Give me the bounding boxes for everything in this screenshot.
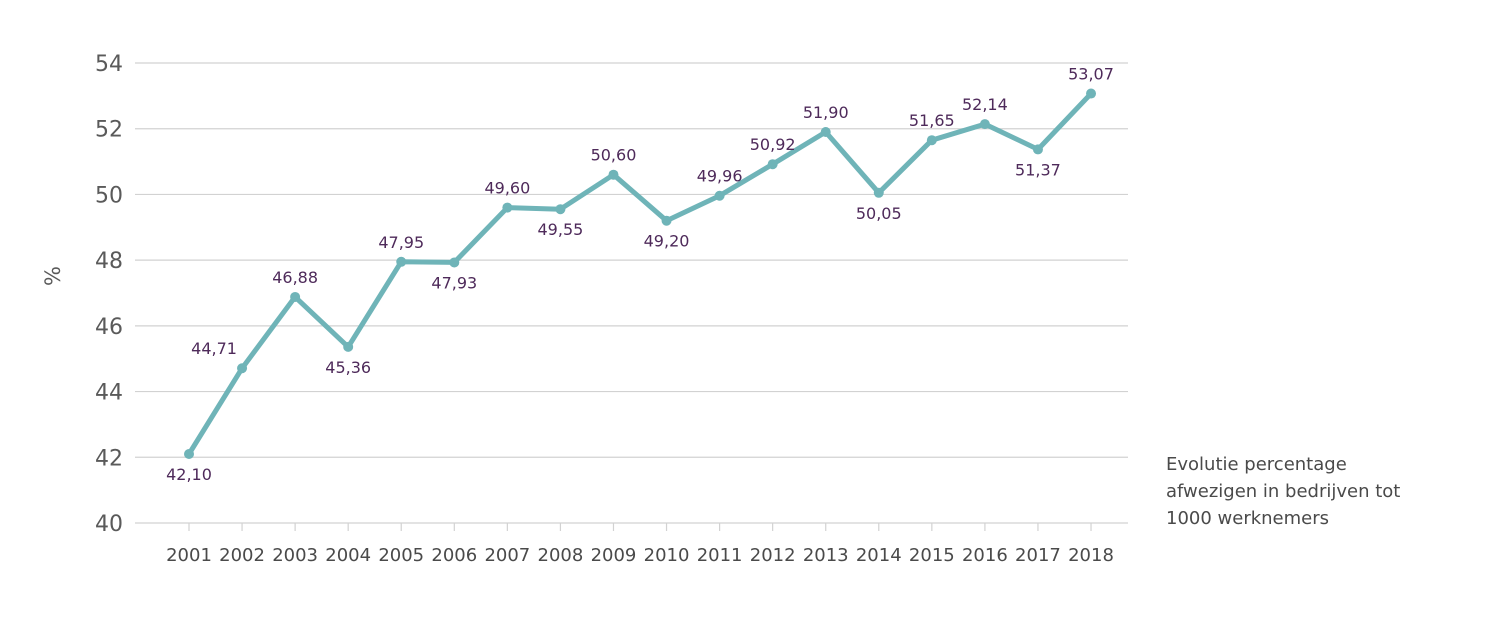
y-tick-label: 52 <box>95 118 123 143</box>
data-point <box>767 159 778 170</box>
x-tick-label: 2017 <box>1015 545 1061 566</box>
y-axis-label: % <box>41 266 65 286</box>
data-label: 46,88 <box>272 268 318 287</box>
data-label: 49,55 <box>538 220 584 239</box>
data-point <box>555 204 566 215</box>
x-tick-label: 2006 <box>431 545 477 566</box>
data-points <box>184 88 1097 459</box>
y-tick-label: 42 <box>95 446 123 471</box>
data-point <box>873 187 884 198</box>
data-label: 44,71 <box>191 339 237 358</box>
data-point <box>661 215 672 226</box>
y-tick-label: 50 <box>95 183 123 208</box>
data-point <box>343 341 354 352</box>
data-label: 50,05 <box>856 204 902 223</box>
series-line <box>186 91 1094 457</box>
data-point <box>1086 88 1097 99</box>
data-label: 50,92 <box>750 135 796 154</box>
data-label: 49,60 <box>484 179 530 198</box>
data-point <box>820 127 831 137</box>
y-tick-label: 54 <box>95 52 123 77</box>
data-point <box>237 363 248 374</box>
series-line-path <box>186 91 1094 457</box>
x-tick-label: 2003 <box>272 545 318 566</box>
x-tick-label: 2015 <box>909 545 955 566</box>
x-tick-label: 2016 <box>962 545 1008 566</box>
x-axis-tick-labels: 2001 2002 2003 2004 2005 2006 2007 2008 2009 2010… <box>166 545 1114 566</box>
data-point <box>290 291 301 302</box>
annotation-line-2: afwezigen in bedrijven tot <box>1166 481 1401 502</box>
x-tick-label: 2010 <box>644 545 690 566</box>
data-point <box>979 119 990 130</box>
data-point <box>926 135 937 146</box>
y-tick-label: 48 <box>95 249 123 274</box>
x-tick-label: 2009 <box>591 545 637 566</box>
data-point <box>449 257 460 268</box>
y-tick-label: 44 <box>95 381 123 406</box>
x-tick-label: 2001 <box>166 545 212 566</box>
data-label: 47,95 <box>378 233 424 252</box>
data-label: 45,36 <box>325 358 371 377</box>
annotation-line-1: Evolutie percentage <box>1166 454 1347 475</box>
y-tick-label: 46 <box>95 315 123 340</box>
y-tick-label: 40 <box>95 512 123 537</box>
data-label: 49,96 <box>697 167 743 186</box>
x-tick-label: 2012 <box>750 545 796 566</box>
x-tick-label: 2008 <box>538 545 584 566</box>
data-label: 49,20 <box>644 232 690 251</box>
data-label: 42,10 <box>166 465 212 484</box>
data-label: 51,90 <box>803 103 849 122</box>
data-point <box>184 449 194 459</box>
x-tick-label: 2013 <box>803 545 849 566</box>
annotation-line-3: 1000 werknemers <box>1166 508 1330 529</box>
data-labels: 42,10 44,71 46,88 45,36 47,95 47,93 49,60 49,55… <box>166 65 1114 484</box>
x-tick-label: 2011 <box>697 545 743 566</box>
data-label: 50,60 <box>591 146 637 165</box>
data-point <box>608 169 619 180</box>
y-axis-tick-labels: 40 42 44 46 48 50 52 54 <box>95 52 123 537</box>
x-tick-label: 2005 <box>378 545 424 566</box>
gridlines <box>135 62 1128 524</box>
data-point <box>1032 144 1043 155</box>
data-point <box>714 190 725 201</box>
data-label: 47,93 <box>431 273 477 292</box>
x-tick-label: 2014 <box>856 545 902 566</box>
data-point <box>396 256 407 267</box>
data-label: 51,37 <box>1015 160 1061 179</box>
data-label: 53,07 <box>1068 65 1114 84</box>
data-label: 52,14 <box>962 95 1008 114</box>
x-tick-label: 2007 <box>484 545 530 566</box>
chart-annotation: Evolutie percentage afwezigen in bedrijv… <box>1166 451 1466 532</box>
data-point <box>502 202 513 213</box>
x-axis-ticks <box>188 523 1092 531</box>
x-tick-label: 2004 <box>325 545 371 566</box>
data-label: 51,65 <box>909 111 955 130</box>
x-tick-label: 2018 <box>1068 545 1114 566</box>
x-tick-label: 2002 <box>219 545 265 566</box>
